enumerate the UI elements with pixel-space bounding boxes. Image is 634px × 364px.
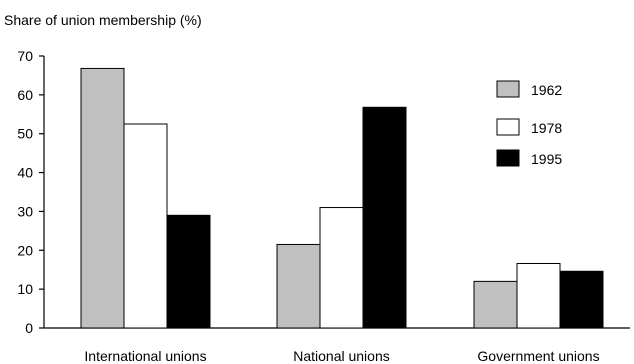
- y-tick-label: 50: [17, 126, 33, 142]
- legend-swatch-1995: [496, 149, 520, 167]
- legend-label-1962: 1962: [531, 82, 562, 98]
- y-tick-label: 70: [17, 48, 33, 64]
- x-tick-label: International unions: [84, 348, 206, 364]
- legend-swatch-1962: [496, 80, 520, 98]
- bar-1962-2: [473, 280, 518, 329]
- y-tick-label: 20: [17, 242, 33, 258]
- bar-1962-1: [276, 243, 321, 329]
- bar-1978-0: [123, 123, 168, 329]
- bar-1995-0: [166, 214, 211, 329]
- x-tick-label: Government unions: [477, 348, 599, 364]
- y-axis-title: Share of union membership (%): [4, 12, 202, 28]
- legend-label-1995: 1995: [531, 151, 562, 167]
- y-tick-label: 0: [25, 320, 33, 336]
- legend-label-1978: 1978: [531, 120, 562, 136]
- y-tick-label: 40: [17, 165, 33, 181]
- bar-1962-0: [80, 67, 125, 329]
- y-tick-label: 60: [17, 87, 33, 103]
- bar-1978-1: [319, 207, 364, 329]
- bar-1978-2: [516, 262, 561, 329]
- bar-1995-2: [559, 270, 604, 329]
- y-tick-label: 10: [17, 281, 33, 297]
- bar-1995-1: [362, 106, 407, 329]
- legend-swatch-1978: [496, 118, 520, 136]
- x-tick-label: National unions: [293, 348, 390, 364]
- y-tick-label: 30: [17, 203, 33, 219]
